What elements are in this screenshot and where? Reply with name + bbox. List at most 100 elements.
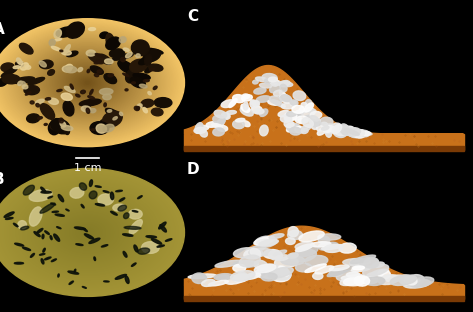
Ellipse shape — [89, 180, 93, 187]
Ellipse shape — [317, 127, 327, 135]
Circle shape — [78, 76, 97, 89]
Circle shape — [25, 41, 150, 124]
Ellipse shape — [97, 70, 102, 73]
Ellipse shape — [318, 234, 341, 240]
Ellipse shape — [90, 66, 103, 74]
Ellipse shape — [134, 106, 139, 110]
Ellipse shape — [305, 264, 326, 272]
Ellipse shape — [200, 129, 208, 137]
Ellipse shape — [138, 248, 149, 254]
Circle shape — [5, 178, 170, 287]
Ellipse shape — [309, 118, 318, 127]
Circle shape — [23, 190, 152, 275]
Circle shape — [83, 80, 92, 86]
Ellipse shape — [96, 124, 106, 133]
Ellipse shape — [365, 277, 385, 285]
Ellipse shape — [126, 52, 132, 58]
Ellipse shape — [254, 261, 268, 270]
Ellipse shape — [225, 275, 247, 284]
Ellipse shape — [292, 250, 316, 262]
Ellipse shape — [16, 61, 24, 67]
Ellipse shape — [269, 234, 284, 239]
Ellipse shape — [385, 275, 406, 282]
Circle shape — [15, 35, 160, 131]
Ellipse shape — [214, 274, 233, 280]
Circle shape — [21, 39, 154, 127]
Ellipse shape — [120, 112, 123, 115]
Ellipse shape — [342, 128, 352, 135]
Circle shape — [25, 191, 150, 274]
Ellipse shape — [65, 64, 73, 70]
Ellipse shape — [304, 115, 313, 119]
Circle shape — [34, 47, 141, 118]
Circle shape — [76, 225, 99, 240]
Ellipse shape — [343, 259, 370, 266]
Ellipse shape — [14, 223, 18, 227]
Ellipse shape — [140, 84, 147, 88]
Ellipse shape — [104, 103, 106, 107]
Ellipse shape — [256, 96, 271, 102]
Ellipse shape — [44, 257, 51, 260]
Ellipse shape — [20, 226, 29, 230]
Ellipse shape — [149, 64, 163, 71]
Ellipse shape — [290, 101, 296, 105]
Circle shape — [21, 189, 154, 276]
Ellipse shape — [18, 81, 23, 85]
Ellipse shape — [57, 90, 62, 92]
Ellipse shape — [13, 66, 20, 69]
Ellipse shape — [64, 66, 77, 73]
Ellipse shape — [153, 86, 157, 90]
Ellipse shape — [322, 245, 344, 250]
Text: A: A — [0, 22, 5, 37]
Ellipse shape — [110, 192, 114, 200]
Ellipse shape — [87, 69, 90, 73]
Circle shape — [38, 50, 137, 115]
Ellipse shape — [290, 100, 298, 105]
Ellipse shape — [51, 203, 56, 205]
Ellipse shape — [145, 65, 154, 73]
Ellipse shape — [272, 271, 290, 282]
Ellipse shape — [245, 245, 266, 253]
Ellipse shape — [402, 277, 418, 285]
Ellipse shape — [213, 115, 225, 124]
Ellipse shape — [18, 61, 23, 65]
Circle shape — [53, 60, 122, 105]
Text: 1 cm: 1 cm — [74, 163, 101, 173]
Circle shape — [37, 199, 138, 266]
Ellipse shape — [0, 77, 9, 86]
Ellipse shape — [49, 39, 55, 46]
Circle shape — [4, 27, 171, 138]
Ellipse shape — [288, 253, 298, 258]
Circle shape — [62, 66, 113, 100]
Ellipse shape — [305, 256, 328, 266]
Ellipse shape — [339, 243, 356, 253]
Ellipse shape — [89, 238, 100, 243]
Ellipse shape — [361, 131, 371, 136]
Ellipse shape — [356, 132, 367, 136]
Ellipse shape — [66, 209, 69, 211]
Ellipse shape — [390, 275, 416, 285]
Ellipse shape — [54, 38, 61, 41]
Ellipse shape — [160, 225, 166, 232]
Ellipse shape — [209, 280, 228, 286]
Ellipse shape — [40, 254, 45, 255]
Ellipse shape — [310, 111, 322, 118]
Ellipse shape — [22, 85, 28, 89]
Ellipse shape — [403, 279, 430, 288]
Ellipse shape — [24, 85, 39, 95]
Ellipse shape — [399, 275, 412, 285]
Ellipse shape — [217, 125, 228, 131]
Ellipse shape — [295, 242, 314, 249]
Ellipse shape — [342, 129, 353, 135]
Ellipse shape — [296, 116, 308, 124]
Ellipse shape — [45, 98, 51, 100]
Circle shape — [57, 212, 118, 253]
Ellipse shape — [59, 118, 63, 123]
Text: D: D — [187, 162, 200, 177]
Circle shape — [73, 223, 102, 242]
Ellipse shape — [315, 118, 320, 124]
Ellipse shape — [321, 122, 328, 127]
Ellipse shape — [410, 277, 434, 287]
Ellipse shape — [262, 74, 277, 82]
Ellipse shape — [125, 89, 128, 91]
